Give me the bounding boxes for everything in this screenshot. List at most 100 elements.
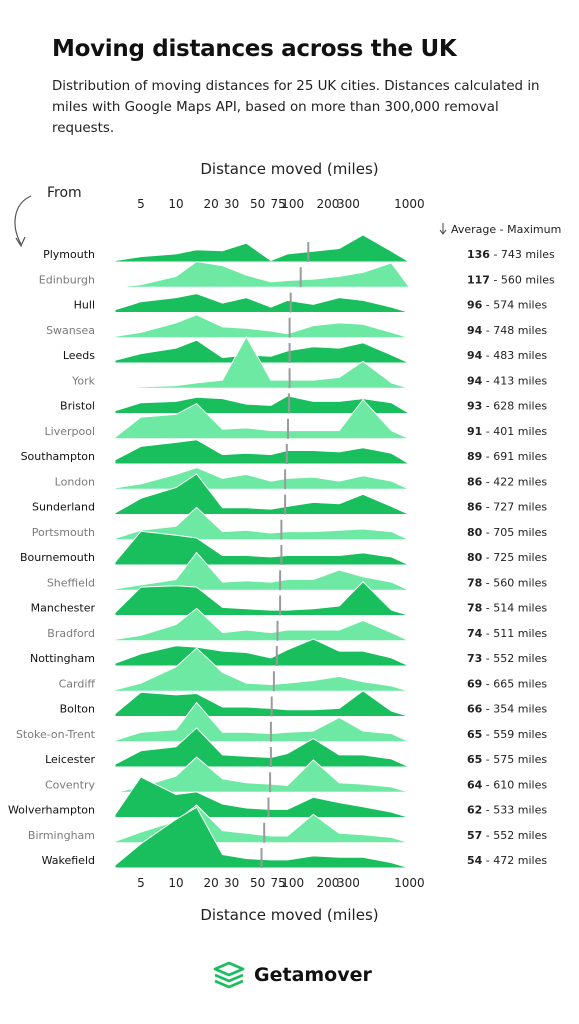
city-label: Stoke-on-Trent [16, 728, 96, 741]
brand-logo: Getamover [212, 960, 372, 990]
average-max-label: 73 - 552 miles [467, 652, 547, 665]
average-max-label: 94 - 748 miles [467, 324, 547, 337]
x-tick-label: 10 [168, 197, 183, 211]
maximum-value: - 514 miles [482, 602, 547, 615]
average-value: 94 [467, 349, 483, 362]
city-label: Hull [74, 299, 95, 312]
x-axis-title-bottom: Distance moved (miles) [200, 906, 379, 924]
ridge-area [114, 701, 410, 743]
average-value: 57 [467, 829, 482, 842]
ridge-area [114, 398, 410, 440]
maximum-value: - 401 miles [482, 425, 547, 438]
maximum-value: - 725 miles [482, 551, 547, 564]
x-tick-label: 75 [271, 197, 286, 211]
city-label: Leicester [45, 753, 95, 766]
average-max-label: 93 - 628 miles [467, 400, 547, 413]
average-value: 89 [467, 450, 482, 463]
arrow-head-icon [15, 236, 26, 248]
ridge-area [114, 439, 412, 465]
ridge-row-leeds: Leeds 94 - 483 miles [63, 339, 547, 364]
maximum-value: - 472 miles [482, 854, 547, 867]
average-value: 73 [467, 652, 482, 665]
average-max-label: 89 - 691 miles [467, 450, 547, 463]
ridge-area [114, 335, 410, 389]
maximum-value: - 422 miles [482, 475, 547, 488]
average-max-label: 74 - 511 miles [467, 627, 547, 640]
average-max-label: 65 - 559 miles [467, 728, 547, 741]
x-tick-label: 100 [281, 197, 304, 211]
x-tick-label: 10 [168, 876, 183, 890]
city-label: Swansea [46, 324, 95, 337]
ridge-area [114, 314, 410, 339]
city-label: Manchester [31, 602, 96, 615]
average-max-label: 80 - 725 miles [467, 551, 547, 564]
x-tick-label: 50 [250, 876, 265, 890]
average-max-label: 64 - 610 miles [467, 778, 547, 791]
average-max-label: 94 - 413 miles [467, 374, 547, 387]
x-tick-label: 100 [281, 876, 304, 890]
average-max-label: 54 - 472 miles [467, 854, 547, 867]
city-label: Bournemouth [20, 551, 95, 564]
ridge-row-stoke-on-trent: Stoke-on-Trent 65 - 559 miles [16, 701, 547, 743]
city-label: Nottingham [30, 652, 95, 665]
x-tick-label: 30 [224, 876, 239, 890]
average-value: 93 [467, 400, 482, 413]
average-value: 62 [467, 804, 482, 817]
x-tick-label: 30 [224, 197, 239, 211]
x-tick-label: 5 [137, 197, 145, 211]
ridge-area [114, 756, 410, 793]
maximum-value: - 413 miles [482, 374, 547, 387]
ridge-area [114, 806, 410, 869]
ridge-area [114, 234, 412, 263]
ridge-row-manchester: Manchester 78 - 514 miles [31, 581, 547, 616]
legend-label: Average - Maximum [451, 223, 561, 236]
ridges: Plymouth 136 - 743 miles Edinburgh 117 - 56… [8, 234, 555, 869]
page-title: Moving distances across the UK [52, 36, 457, 62]
average-value: 78 [467, 576, 482, 589]
average-max-label: 136 - 743 miles [467, 248, 555, 261]
ridge-row-portsmouth: Portsmouth 80 - 705 miles [32, 506, 547, 541]
ridge-area [114, 581, 410, 616]
average-value: 66 [467, 703, 483, 716]
maximum-value: - 483 miles [482, 349, 547, 362]
city-label: Plymouth [43, 248, 95, 261]
maximum-value: - 552 miles [482, 829, 547, 842]
average-max-label: 96 - 574 miles [467, 299, 547, 312]
average-value: 136 [467, 248, 490, 261]
city-label: Wakefield [42, 854, 95, 867]
average-value: 86 [467, 501, 483, 514]
ridge-area [114, 293, 410, 313]
city-label: Bristol [60, 400, 95, 413]
city-label: Edinburgh [39, 273, 95, 286]
average-max-label: 62 - 533 miles [467, 804, 547, 817]
average-max-label: 78 - 514 miles [467, 602, 547, 615]
maximum-value: - 560 miles [482, 576, 547, 589]
ridge-row-coventry: Coventry 64 - 610 miles [45, 756, 547, 793]
ridge-row-southampton: Southampton 89 - 691 miles [21, 439, 547, 465]
average-value: 80 [467, 526, 483, 539]
city-label: Bradford [47, 627, 95, 640]
ridge-row-wakefield: Wakefield 54 - 472 miles [42, 806, 547, 869]
ridge-area [114, 638, 410, 667]
ridge-row-wolverhampton: Wolverhampton 62 - 533 miles [8, 776, 547, 818]
maximum-value: - 552 miles [482, 652, 547, 665]
average-value: 94 [467, 374, 483, 387]
maximum-value: - 743 miles [490, 248, 555, 261]
average-value: 117 [467, 273, 490, 286]
city-label: Birmingham [28, 829, 95, 842]
ridge-area [114, 776, 410, 818]
average-value: 69 [467, 677, 482, 690]
ridge-area [114, 261, 410, 289]
average-value: 78 [467, 602, 482, 615]
maximum-value: - 691 miles [482, 450, 547, 463]
average-max-label: 94 - 483 miles [467, 349, 547, 362]
x-axis-title-top: Distance moved (miles) [200, 160, 379, 178]
maximum-value: - 574 miles [482, 299, 547, 312]
maximum-value: - 705 miles [482, 526, 547, 539]
ridge-row-liverpool: Liverpool 91 - 401 miles [45, 398, 547, 440]
ridge-row-plymouth: Plymouth 136 - 743 miles [43, 234, 555, 263]
ridge-area [114, 473, 410, 515]
city-label: Cardiff [59, 677, 96, 690]
